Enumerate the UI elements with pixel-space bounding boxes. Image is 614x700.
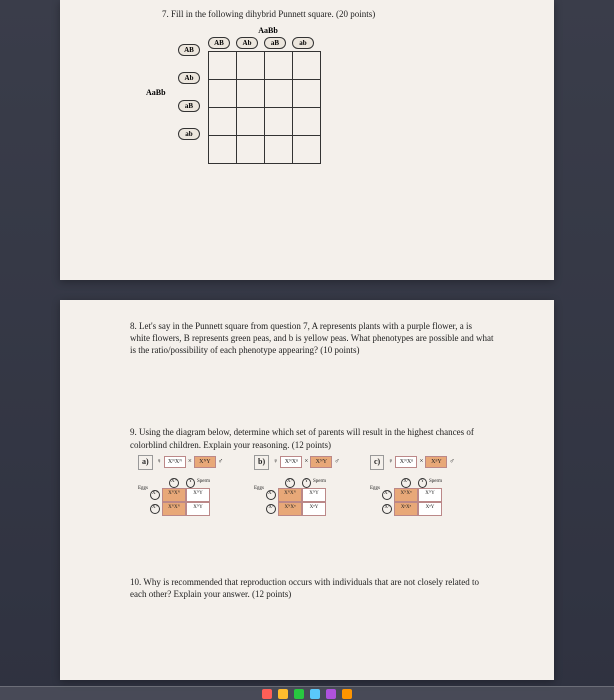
mini-cell: XᴺXⁿ	[394, 488, 418, 502]
worksheet-page-2: 8. Let's say in the Punnett square from …	[60, 300, 554, 680]
sperm-label: Sperm	[197, 479, 210, 486]
parent-female-genotype: XᴺXⁿ	[395, 456, 417, 468]
row-header: AB	[178, 44, 200, 56]
eggs-label: Eggs	[254, 486, 264, 526]
sperm-icon: Xⁿ	[401, 478, 411, 488]
male-symbol: ♂	[449, 457, 454, 466]
punnett-grid	[208, 51, 321, 164]
colorblind-diagram: c)♀XᴺXⁿ×XⁿY♂EggsXⁿYSpermXᴺXᴺXⁿXᴺYXⁿXⁿXⁿX…	[370, 455, 486, 516]
q10-text: Why is recommended that reproduction occ…	[130, 577, 479, 599]
egg-icon: Xⁿ	[266, 504, 276, 514]
mini-cell: XᴺY	[186, 488, 210, 502]
worksheet-page-1: 7. Fill in the following dihybrid Punnet…	[60, 0, 554, 280]
col-header: Ab	[236, 37, 258, 49]
female-symbol: ♀	[157, 457, 162, 466]
mini-cell: XⁿY	[418, 502, 442, 516]
mini-cell: XᴺY	[186, 502, 210, 516]
parent-male-genotype: XᴺY	[194, 456, 216, 468]
mini-cell: XᴺY	[418, 488, 442, 502]
macos-dock[interactable]	[0, 686, 614, 700]
egg-icon: Xᴺ	[382, 490, 392, 500]
male-symbol: ♂	[218, 457, 223, 466]
dock-app-icon[interactable]	[342, 689, 352, 699]
colorblind-diagram: a)♀XᴺXᴺ×XᴺY♂EggsXᴺYSpermXᴺXᴺXᴺXᴺYXᴺXᴺXᴺX…	[138, 455, 254, 516]
sperm-icon: Y	[418, 478, 427, 488]
egg-icon: Xᴺ	[150, 504, 160, 514]
sperm-icon: Y	[302, 478, 311, 488]
mini-cell: XᴺY	[302, 488, 326, 502]
eggs-label: Eggs	[370, 486, 380, 526]
egg-icon: Xᴺ	[150, 490, 160, 500]
col-header: aB	[264, 37, 286, 49]
times-symbol: ×	[419, 457, 423, 466]
mini-cell: XᴺXⁿ	[278, 502, 302, 516]
punnett-square: AaBb AB Ab aB ab AaBb AB Ab aB ab	[160, 26, 524, 164]
parent-female-genotype: XᴺXⁿ	[280, 456, 302, 468]
egg-icon: Xᴺ	[266, 490, 276, 500]
dock-app-icon[interactable]	[294, 689, 304, 699]
eggs-label: Eggs	[138, 486, 148, 526]
q9-num: 9.	[130, 427, 137, 437]
dock-app-icon[interactable]	[310, 689, 320, 699]
sperm-icon: Xᴺ	[169, 478, 179, 488]
mini-punnett: XⁿYSpermXᴺXᴺXⁿXᴺYXⁿXⁿXⁿXⁿY	[380, 478, 442, 516]
punnett-row-headers: AB Ab aB ab	[178, 44, 200, 156]
question-9: 9. Using the diagram below, determine wh…	[130, 426, 494, 515]
diagram-label: b)	[254, 455, 269, 470]
sperm-icon: Xᴺ	[285, 478, 295, 488]
question-10: 10. Why is recommended that reproduction…	[130, 576, 494, 600]
times-symbol: ×	[304, 457, 308, 466]
mini-cell: XᴺXᴺ	[162, 502, 186, 516]
colorblind-diagram: b)♀XᴺXⁿ×XᴺY♂EggsXᴺYSpermXᴺXᴺXᴺXᴺYXⁿXᴺXⁿX…	[254, 455, 370, 516]
mini-cell: XⁿY	[302, 502, 326, 516]
parent-male-genotype: XⁿY	[425, 456, 447, 468]
row-header: ab	[178, 128, 200, 140]
mini-cell: XᴺXᴺ	[278, 488, 302, 502]
dock-app-icon[interactable]	[262, 689, 272, 699]
dock-app-icon[interactable]	[326, 689, 336, 699]
mini-punnett: XᴺYSpermXᴺXᴺXᴺXᴺYXᴺXᴺXᴺXᴺY	[148, 478, 210, 516]
mini-cell: XⁿXⁿ	[394, 502, 418, 516]
question-8: 8. Let's say in the Punnett square from …	[130, 320, 494, 356]
sperm-label: Sperm	[313, 479, 326, 486]
diagram-label: c)	[370, 455, 384, 470]
diagram-label: a)	[138, 455, 153, 470]
female-symbol: ♀	[388, 457, 393, 466]
parent-female-genotype: XᴺXᴺ	[164, 456, 186, 468]
col-header: ab	[292, 37, 314, 49]
sperm-icon: Y	[186, 478, 195, 488]
punnett-col-headers: AB Ab aB ab	[208, 37, 524, 49]
q7-text: 7. Fill in the following dihybrid Punnet…	[162, 9, 375, 19]
mini-punnett: XᴺYSpermXᴺXᴺXᴺXᴺYXⁿXᴺXⁿXⁿY	[264, 478, 326, 516]
female-symbol: ♀	[273, 457, 278, 466]
times-symbol: ×	[188, 457, 192, 466]
punnett-left-label: AaBb	[146, 88, 166, 97]
q10-num: 10.	[130, 577, 141, 587]
q9-text: Using the diagram below, determine which…	[130, 427, 474, 449]
diagram-row: a)♀XᴺXᴺ×XᴺY♂EggsXᴺYSpermXᴺXᴺXᴺXᴺYXᴺXᴺXᴺX…	[130, 455, 494, 516]
sperm-label: Sperm	[429, 479, 442, 486]
q8-num: 8.	[130, 321, 137, 331]
question-7: 7. Fill in the following dihybrid Punnet…	[162, 8, 524, 20]
parent-male-genotype: XᴺY	[310, 456, 332, 468]
mini-cell: XᴺXᴺ	[162, 488, 186, 502]
dock-app-icon[interactable]	[278, 689, 288, 699]
male-symbol: ♂	[334, 457, 339, 466]
row-header: aB	[178, 100, 200, 112]
punnett-top-label: AaBb	[208, 26, 328, 35]
q8-text: Let's say in the Punnett square from que…	[130, 321, 493, 355]
col-header: AB	[208, 37, 230, 49]
egg-icon: Xⁿ	[382, 504, 392, 514]
row-header: Ab	[178, 72, 200, 84]
